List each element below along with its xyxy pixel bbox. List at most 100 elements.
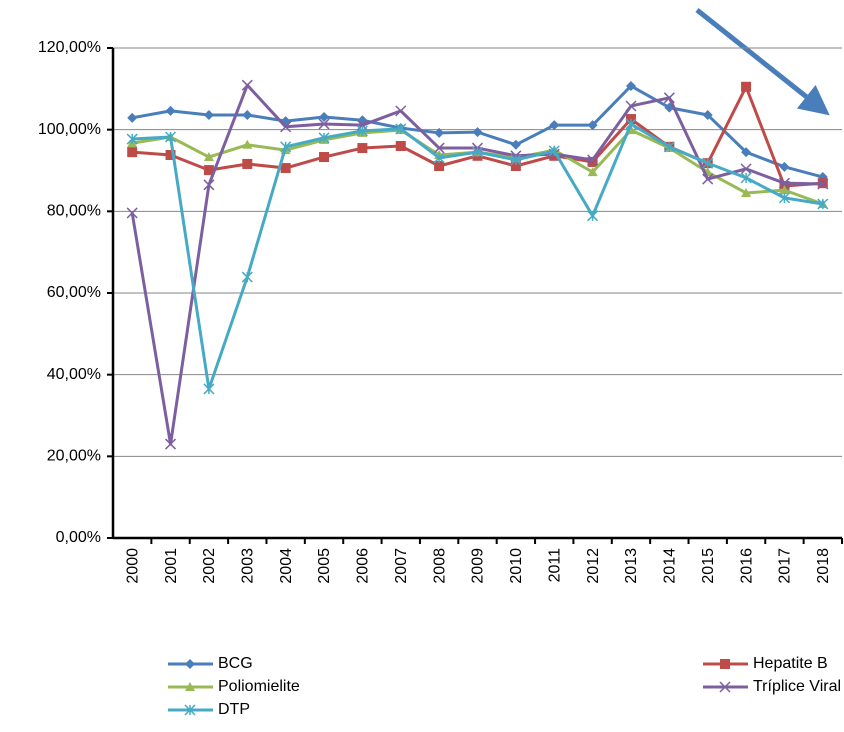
legend-marker <box>719 681 731 693</box>
marker-star <box>663 141 675 153</box>
x-tick-label: 2014 <box>662 548 679 584</box>
marker-square <box>395 141 406 151</box>
marker-diamond <box>165 105 176 116</box>
marker-square <box>203 165 214 176</box>
legend-marker <box>720 659 730 669</box>
x-tick-label: 2012 <box>585 548 602 584</box>
marker-square <box>319 152 330 163</box>
marker-x <box>395 105 407 117</box>
marker-diamond <box>549 120 560 131</box>
marker-x <box>663 92 675 104</box>
marker-triangle <box>587 167 598 177</box>
x-tick-label: 2009 <box>470 548 487 584</box>
marker-star <box>241 271 253 283</box>
marker-x <box>165 438 177 450</box>
marker-x <box>702 173 714 185</box>
marker-square <box>165 149 176 160</box>
marker-diamond <box>242 109 253 120</box>
marker-star <box>817 198 829 210</box>
marker-x <box>241 79 253 91</box>
x-tick-label: 2006 <box>355 548 372 584</box>
marker-x <box>203 179 215 191</box>
x-tick-label: 2004 <box>278 548 295 584</box>
marker-triangle <box>203 152 214 162</box>
y-tick-label: 40,00% <box>47 366 101 383</box>
x-tick-label: 2002 <box>201 548 218 584</box>
y-tick-label: 120,00% <box>38 39 101 56</box>
legend-label: Hepatite B <box>753 655 828 672</box>
legend-marker <box>184 704 196 716</box>
marker-star <box>587 210 599 222</box>
marker-star <box>625 118 637 130</box>
marker-diamond <box>510 139 521 150</box>
marker-x <box>778 177 790 189</box>
marker-square <box>510 161 521 172</box>
legend-label: BCG <box>218 655 253 672</box>
marker-star <box>740 172 752 184</box>
marker-square <box>357 143 368 154</box>
marker-x <box>126 207 138 219</box>
marker-x <box>817 178 829 190</box>
marker-star <box>702 157 714 169</box>
marker-square <box>741 81 752 92</box>
marker-diamond <box>587 120 598 131</box>
marker-star <box>126 133 138 145</box>
marker-square <box>587 156 598 167</box>
legend-label: Poliomielite <box>218 678 300 695</box>
marker-square <box>242 158 253 169</box>
marker-star <box>318 132 330 144</box>
x-tick-label: 2018 <box>815 548 832 584</box>
x-tick-label: 2007 <box>393 548 410 584</box>
marker-diamond <box>472 127 483 138</box>
series-line <box>132 122 824 391</box>
y-tick-label: 0,00% <box>56 529 101 546</box>
x-tick-label: 2016 <box>738 548 755 584</box>
marker-star <box>778 192 790 204</box>
marker-diamond <box>319 112 330 123</box>
x-tick-label: 2001 <box>163 548 180 584</box>
x-tick-label: 2008 <box>431 548 448 584</box>
marker-diamond <box>434 127 445 138</box>
marker-star <box>203 383 215 395</box>
marker-star <box>433 152 445 164</box>
marker-x <box>318 118 330 130</box>
marker-star <box>356 125 368 137</box>
x-tick-label: 2013 <box>623 548 640 584</box>
marker-square <box>127 147 138 158</box>
legend-marker <box>185 659 195 669</box>
x-tick-label: 2011 <box>546 548 563 583</box>
marker-diamond <box>127 112 138 123</box>
y-tick-label: 80,00% <box>47 203 101 220</box>
marker-x <box>625 100 637 112</box>
marker-triangle <box>779 185 790 195</box>
marker-diamond <box>779 161 790 172</box>
annotation-arrow <box>695 8 830 116</box>
marker-diamond <box>741 147 752 158</box>
marker-x <box>587 154 599 166</box>
marker-square <box>434 161 445 172</box>
marker-star <box>165 131 177 143</box>
x-tick-label: 2005 <box>316 548 333 584</box>
marker-diamond <box>625 80 636 91</box>
marker-diamond <box>702 109 713 120</box>
x-tick-label: 2010 <box>508 548 525 584</box>
marker-star <box>395 123 407 135</box>
marker-diamond <box>203 109 214 120</box>
x-tick-label: 2015 <box>700 548 717 584</box>
marker-x <box>433 142 445 154</box>
legend-label: Tríplice Viral D1 <box>753 678 844 695</box>
legend-label: DTP <box>218 701 250 718</box>
legend-marker <box>185 682 195 691</box>
y-tick-label: 100,00% <box>38 121 101 138</box>
x-tick-label: 2017 <box>777 548 794 584</box>
marker-star <box>548 145 560 157</box>
marker-star <box>280 141 292 153</box>
y-tick-label: 20,00% <box>47 448 101 465</box>
x-tick-label: 2000 <box>124 548 141 584</box>
marker-star <box>510 154 522 166</box>
marker-x <box>740 163 752 175</box>
marker-x <box>280 121 292 133</box>
x-tick-label: 2003 <box>240 548 257 584</box>
y-tick-label: 60,00% <box>47 284 101 301</box>
